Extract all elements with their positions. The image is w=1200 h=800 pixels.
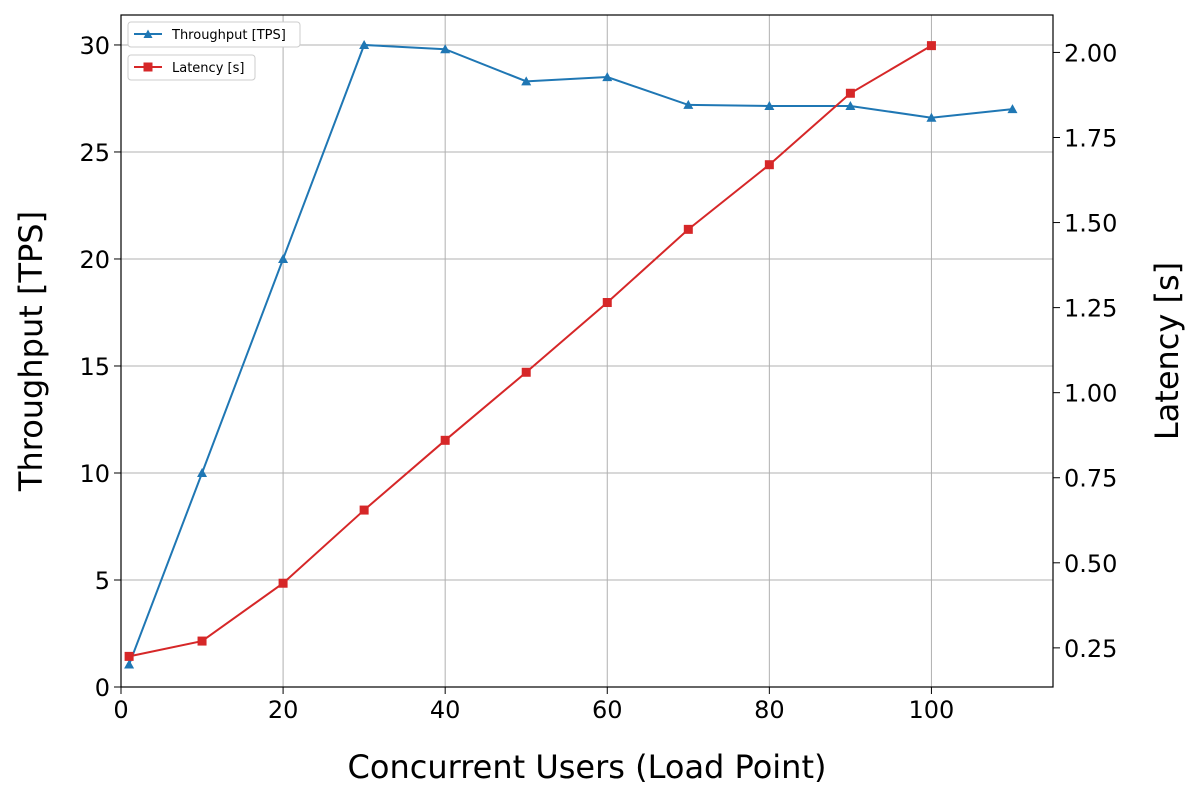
- throughput-marker: [845, 100, 856, 110]
- y-right-tick-label: 1.00: [1064, 380, 1117, 408]
- y-left-tick-label: 20: [79, 246, 110, 274]
- throughput-marker: [440, 44, 451, 54]
- x-tick-label: 20: [268, 696, 299, 724]
- y-right-tick-label: 0.25: [1064, 635, 1117, 663]
- throughput-marker: [197, 467, 208, 477]
- x-tick-label: 80: [754, 696, 785, 724]
- latency-marker: [440, 435, 450, 445]
- y-right-tick-label: 1.75: [1064, 124, 1117, 152]
- throughput-marker: [926, 112, 937, 122]
- y-right-tick-label: 1.25: [1064, 295, 1117, 323]
- latency-marker: [602, 298, 612, 308]
- x-tick-label: 0: [113, 696, 128, 724]
- throughput-marker: [602, 72, 613, 82]
- axes-layer: 0 20 40 60 80 100 0 5 10 15 20 25 30 0.25 0.50 0.75 1.00…: [79, 32, 1117, 724]
- latency-marker: [124, 651, 134, 661]
- throughput-marker: [359, 39, 370, 49]
- legend-label: Throughput [TPS]: [171, 28, 286, 43]
- latency-line: [128, 44, 932, 658]
- y-left-tick-label: 10: [79, 460, 110, 488]
- throughput-marker: [124, 659, 135, 669]
- throughput-marker: [683, 99, 694, 109]
- latency-marker: [926, 41, 936, 51]
- legend-triangle-marker: [143, 29, 153, 38]
- throughput-line: [128, 43, 1013, 665]
- y-right-tick-label: 0.75: [1064, 465, 1117, 493]
- throughput-marker: [1007, 104, 1018, 114]
- y-left-tick-label: 25: [79, 139, 110, 167]
- x-tick-label: 60: [592, 696, 623, 724]
- legend-box: [127, 54, 256, 81]
- legend-throughput: Throughput [TPS]: [127, 21, 301, 48]
- grid-layer: [120, 15, 1053, 688]
- y-axis-right-title: Latency [s]: [1148, 262, 1186, 440]
- y-right-tick-label: 2.00: [1064, 39, 1117, 67]
- y-left-tick-label: 5: [95, 567, 110, 595]
- y-axis-left-title: Throughput [TPS]: [12, 211, 50, 492]
- legend-label: Latency [s]: [172, 61, 244, 76]
- plot-frame: [120, 14, 1054, 688]
- legend-latency: Latency [s]: [127, 54, 256, 81]
- throughput-marker: [521, 76, 532, 86]
- legend-square-marker: [143, 62, 153, 72]
- y-right-tick-label: 1.50: [1064, 210, 1117, 238]
- latency-marker: [521, 367, 531, 377]
- latency-marker: [197, 636, 207, 646]
- x-axis-title: Concurrent Users (Load Point): [348, 748, 827, 786]
- latency-marker: [764, 160, 774, 170]
- legend-box: [127, 21, 301, 48]
- latency-marker: [683, 224, 693, 234]
- latency-marker: [359, 505, 369, 515]
- y-left-tick-label: 30: [79, 32, 110, 60]
- series-layer: [124, 39, 1018, 669]
- throughput-marker: [764, 100, 775, 110]
- latency-marker: [845, 88, 855, 98]
- y-left-tick-label: 15: [79, 353, 110, 381]
- y-left-tick-label: 0: [95, 674, 110, 702]
- latency-marker: [278, 578, 288, 588]
- x-tick-label: 100: [909, 696, 955, 724]
- y-right-tick-label: 0.50: [1064, 550, 1117, 578]
- x-tick-label: 40: [430, 696, 461, 724]
- throughput-marker: [278, 253, 289, 263]
